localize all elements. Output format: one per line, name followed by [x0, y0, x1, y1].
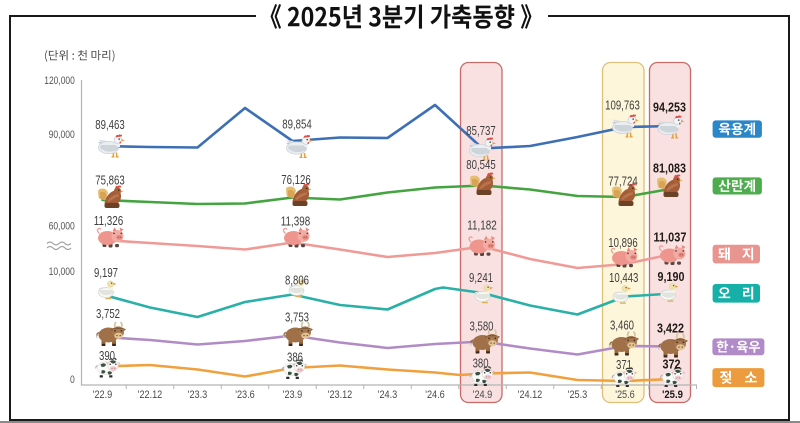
svg-text:'23.9: '23.9: [283, 389, 303, 401]
svg-text:380: 380: [473, 357, 489, 371]
svg-text:'24.6: '24.6: [425, 389, 445, 401]
svg-text:75,863: 75,863: [95, 174, 124, 188]
svg-text:0: 0: [70, 374, 75, 386]
svg-text:76,126: 76,126: [281, 173, 310, 187]
svg-text:89,463: 89,463: [95, 118, 124, 132]
svg-text:109,763: 109,763: [605, 99, 640, 113]
svg-text:11,037: 11,037: [654, 231, 687, 245]
svg-text:'22.12: '22.12: [138, 389, 163, 401]
svg-text:120,000: 120,000: [44, 75, 75, 87]
svg-text:'22.9: '22.9: [93, 389, 113, 401]
svg-text:3,753: 3,753: [285, 311, 309, 325]
svg-text:'24.9: '24.9: [473, 389, 493, 401]
svg-text:3,752: 3,752: [96, 307, 120, 321]
svg-text:9,190: 9,190: [658, 270, 685, 284]
svg-text:371: 371: [616, 358, 632, 372]
svg-text:'23.12: '23.12: [328, 389, 353, 401]
svg-text:'25.9: '25.9: [662, 389, 683, 401]
svg-text:11,326: 11,326: [94, 214, 123, 228]
svg-text:'25.3: '25.3: [568, 389, 588, 401]
svg-text:94,253: 94,253: [653, 101, 686, 115]
svg-text:90,000: 90,000: [49, 129, 75, 141]
svg-text:8,806: 8,806: [285, 274, 309, 288]
svg-text:'24.12: '24.12: [518, 389, 543, 401]
svg-text:386: 386: [287, 351, 303, 365]
svg-text:80,545: 80,545: [466, 158, 495, 172]
svg-text:390: 390: [99, 349, 115, 363]
svg-text:10,443: 10,443: [609, 271, 638, 285]
svg-text:11,398: 11,398: [281, 215, 310, 229]
svg-text:'25.6: '25.6: [615, 389, 635, 401]
svg-text:3,422: 3,422: [657, 322, 684, 336]
svg-text:'24.3: '24.3: [378, 389, 398, 401]
svg-text:10,000: 10,000: [49, 266, 75, 278]
svg-text:3,580: 3,580: [470, 320, 494, 334]
svg-text:9,241: 9,241: [469, 271, 493, 285]
svg-text:11,182: 11,182: [467, 219, 496, 233]
svg-text:89,854: 89,854: [282, 118, 311, 132]
svg-text:'23.6: '23.6: [235, 389, 255, 401]
svg-text:10,896: 10,896: [608, 236, 637, 250]
svg-text:'23.3: '23.3: [188, 389, 208, 401]
svg-text:60,000: 60,000: [49, 220, 75, 232]
svg-text:3,460: 3,460: [610, 319, 634, 333]
svg-text:85,737: 85,737: [466, 124, 495, 138]
svg-text:77,724: 77,724: [608, 175, 637, 189]
svg-text:81,083: 81,083: [653, 162, 686, 176]
svg-text:372: 372: [663, 358, 681, 372]
svg-text:9,197: 9,197: [94, 266, 118, 280]
